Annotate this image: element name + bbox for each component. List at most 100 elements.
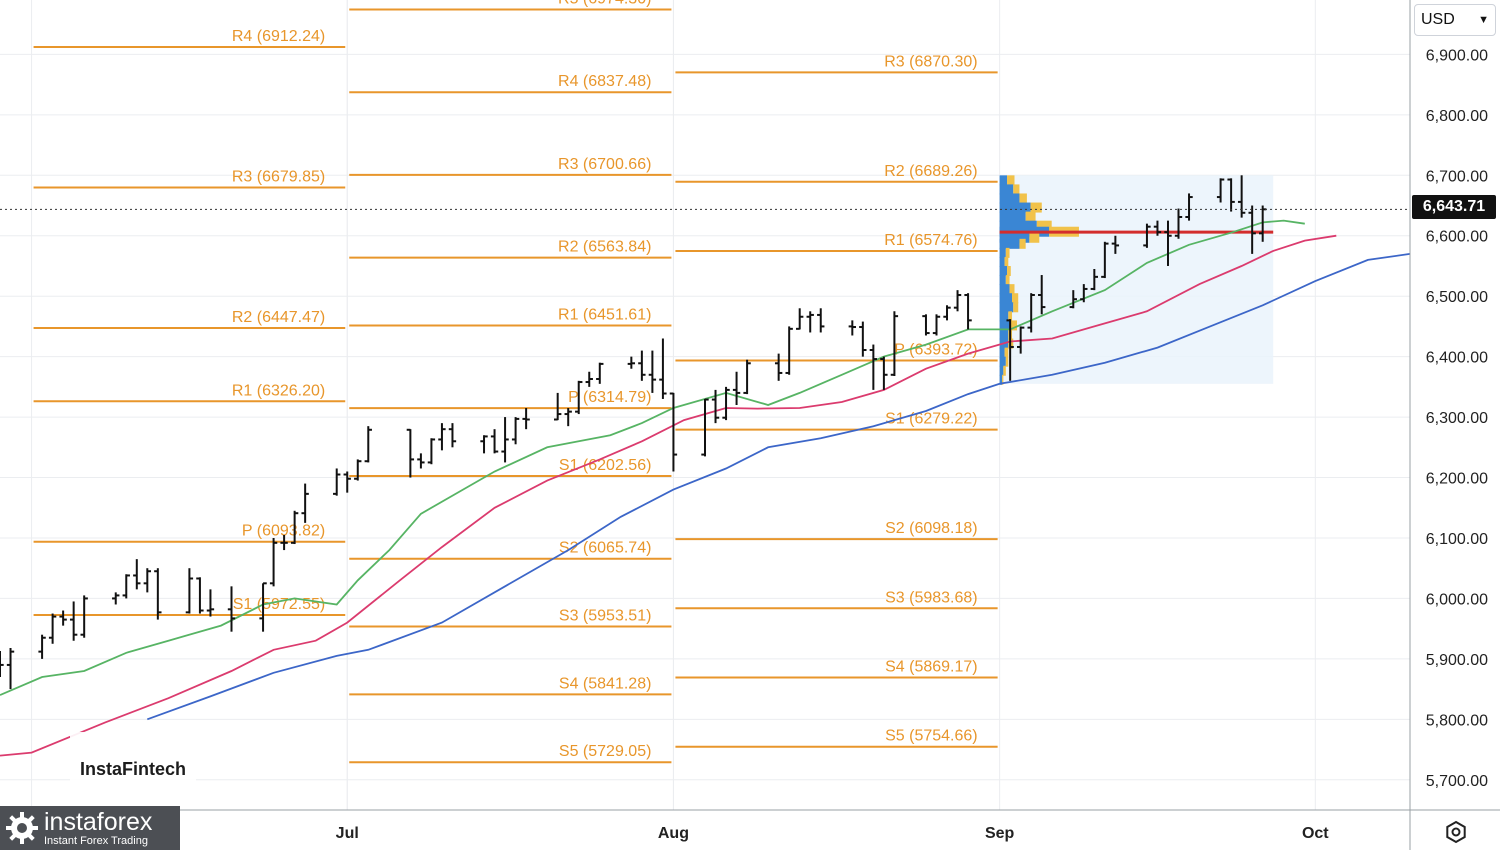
volume-bar-ask bbox=[1005, 356, 1009, 367]
volume-bar-ask bbox=[1025, 211, 1036, 222]
y-tick-label: 6,500.00 bbox=[1426, 289, 1488, 306]
volume-bar-bid bbox=[999, 284, 1010, 295]
ohlc-bar bbox=[80, 595, 88, 638]
settings-icon[interactable] bbox=[1444, 820, 1468, 844]
volume-bar-bid bbox=[999, 320, 1011, 331]
volume-bar-ask bbox=[1036, 220, 1052, 231]
ohlc-bar bbox=[259, 582, 267, 632]
ohlc-bar bbox=[59, 610, 67, 626]
volume-bar-ask bbox=[1008, 311, 1013, 322]
ohlc-bar bbox=[774, 353, 783, 381]
y-tick-label: 6,000.00 bbox=[1426, 591, 1488, 608]
volume-bar-bid bbox=[999, 232, 1030, 243]
ohlc-bar bbox=[511, 417, 520, 445]
volume-bar-bid bbox=[999, 311, 1009, 322]
ohlc-bar bbox=[280, 534, 288, 551]
ohlc-bar bbox=[1164, 220, 1172, 266]
ohlc-bar bbox=[227, 586, 236, 632]
y-tick-label: 6,300.00 bbox=[1426, 410, 1488, 427]
pivot-label-s1: S1 (5972.55) bbox=[233, 596, 326, 613]
ohlc-bar bbox=[1185, 193, 1193, 221]
y-tick-label: 6,900.00 bbox=[1426, 47, 1488, 64]
ohlc-bar bbox=[1216, 178, 1225, 203]
ohlc-bar bbox=[206, 589, 215, 617]
volume-bar-bid bbox=[999, 202, 1031, 213]
volume-bar-bid bbox=[999, 184, 1014, 195]
volume-bar-ask bbox=[1007, 175, 1015, 186]
ohlc-bar bbox=[596, 362, 604, 384]
pivot-label-r1: R1 (6326.20) bbox=[232, 382, 325, 399]
ohlc-bar bbox=[333, 468, 341, 496]
ohlc-bar bbox=[427, 438, 436, 465]
ohlc-bar bbox=[1101, 241, 1109, 279]
gear-logo-icon bbox=[6, 812, 38, 844]
ohlc-bar bbox=[648, 350, 657, 393]
pivot-label-s2: S2 (6098.18) bbox=[885, 520, 978, 537]
y-tick-label: 6,400.00 bbox=[1426, 350, 1488, 367]
ohlc-bar bbox=[48, 613, 57, 644]
volume-bar-bid bbox=[999, 302, 1014, 313]
watermark-text: InstaFintech bbox=[80, 758, 187, 779]
ohlc-bar bbox=[554, 392, 562, 421]
ohlc-bar bbox=[796, 308, 804, 330]
ohlc-bar bbox=[1111, 235, 1120, 254]
ohlc-bar bbox=[785, 326, 793, 375]
pivot-label-s3: S3 (5983.68) bbox=[885, 589, 978, 606]
pivot-label-r2: R2 (6689.26) bbox=[884, 163, 977, 180]
y-tick-label: 6,700.00 bbox=[1426, 168, 1488, 185]
ohlc-bar bbox=[943, 305, 951, 321]
volume-profile-zone bbox=[999, 175, 1274, 384]
volume-bar-ask bbox=[1013, 302, 1019, 313]
ohlc-bar bbox=[417, 453, 425, 469]
pivot-label-s1: S1 (6202.56) bbox=[559, 457, 652, 474]
pivot-label-s5: S5 (5754.66) bbox=[885, 728, 978, 745]
ohlc-bar bbox=[490, 429, 499, 454]
ohlc-bar bbox=[354, 459, 362, 481]
volume-bar-ask bbox=[1009, 284, 1015, 295]
ohlc-bar bbox=[1237, 175, 1246, 218]
ohlc-bar bbox=[1248, 205, 1256, 254]
ohlc-bar bbox=[722, 386, 730, 421]
ohlc-bar bbox=[1143, 223, 1151, 248]
ohlc-bar bbox=[196, 577, 204, 614]
pivot-label-r2: R2 (6447.47) bbox=[232, 309, 325, 326]
volume-bar-bid bbox=[999, 356, 1006, 367]
ohlc-bar bbox=[817, 308, 825, 333]
ohlc-bar bbox=[1027, 293, 1035, 333]
ohlc-bar bbox=[575, 380, 583, 415]
ohlc-bar bbox=[585, 371, 593, 387]
volume-bar-ask bbox=[1005, 247, 1010, 258]
pivot-label-r5: R5 (6974.30) bbox=[558, 0, 651, 7]
pivot-label-r3: R3 (6870.30) bbox=[884, 53, 977, 70]
ohlc-bar bbox=[343, 471, 351, 493]
volume-bar-bid bbox=[999, 256, 1005, 267]
ohlc-bar bbox=[185, 568, 194, 614]
ohlc-bar bbox=[848, 320, 856, 336]
volume-bar-ask bbox=[1029, 232, 1040, 243]
pivot-label-p: P (6314.79) bbox=[568, 389, 651, 406]
instaforex-logo[interactable]: instaforex Instant Forex Trading bbox=[0, 806, 180, 850]
ohlc-bars-group bbox=[0, 175, 1267, 690]
volume-bar-ask bbox=[1013, 184, 1020, 195]
ohlc-bar bbox=[38, 634, 46, 659]
ohlc-bar bbox=[143, 568, 151, 593]
x-tick-label: Oct bbox=[1302, 825, 1329, 842]
volume-bar-ask bbox=[1004, 256, 1009, 267]
pivot-label-r3: R3 (6700.66) bbox=[558, 156, 651, 173]
ohlc-bar bbox=[953, 290, 962, 312]
currency-selector[interactable]: USD ▼ bbox=[1414, 4, 1496, 36]
volume-bar-bid bbox=[999, 266, 1008, 277]
logo-tagline: Instant Forex Trading bbox=[44, 834, 148, 847]
volume-bar-bid bbox=[999, 175, 1008, 186]
ohlc-bar bbox=[711, 389, 720, 424]
ohlc-bar bbox=[932, 314, 941, 336]
pivot-label-s5: S5 (5729.05) bbox=[559, 743, 652, 760]
chevron-down-icon: ▼ bbox=[1478, 14, 1489, 26]
x-tick-label: Sep bbox=[985, 825, 1015, 842]
pivot-label-s3: S3 (5953.51) bbox=[559, 608, 652, 625]
volume-bar-ask bbox=[1019, 193, 1027, 204]
